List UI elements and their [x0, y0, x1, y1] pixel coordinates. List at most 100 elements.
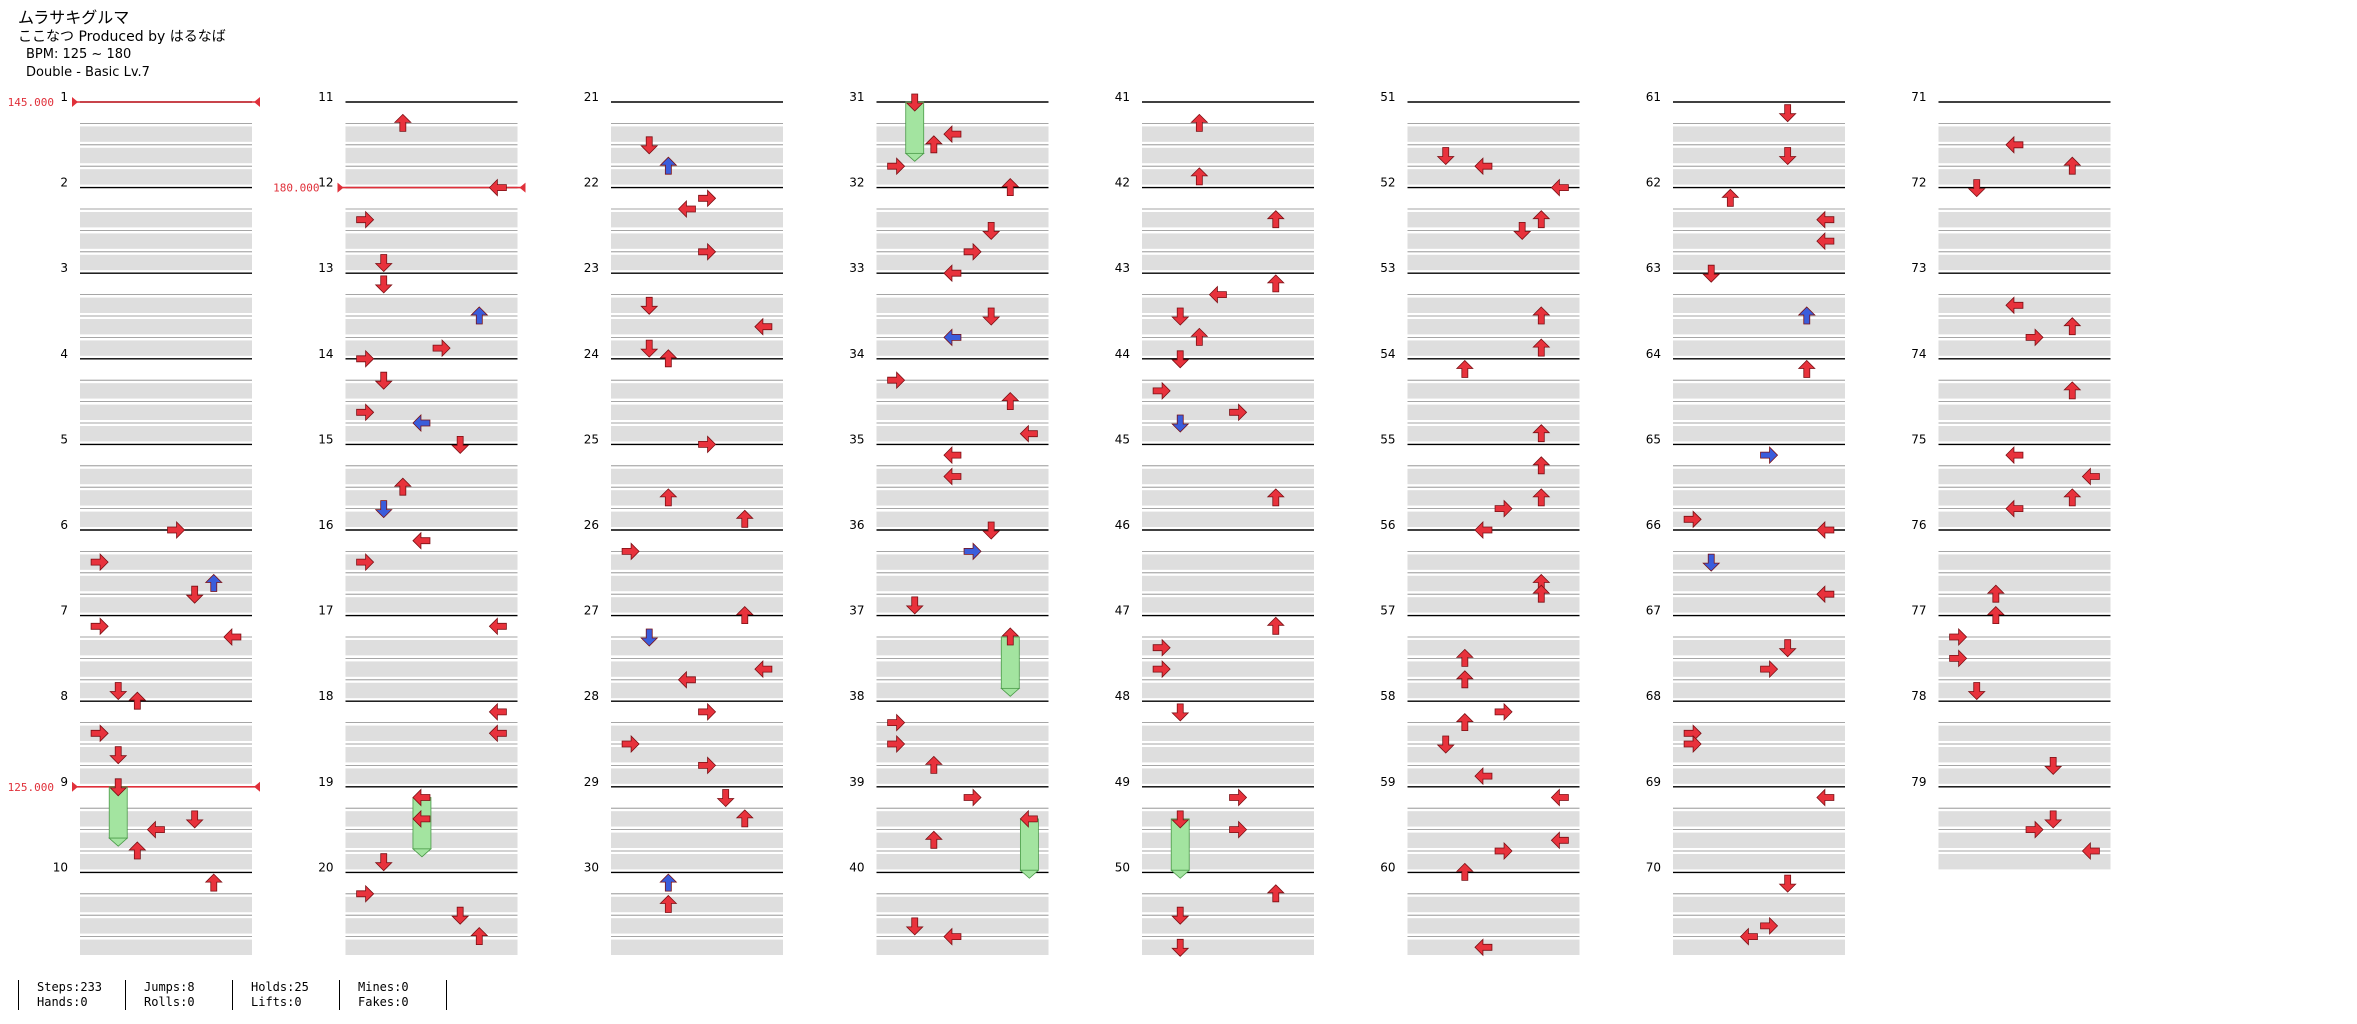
- beat-band: [1938, 426, 2111, 442]
- measure-3: 3: [60, 261, 252, 356]
- note-arrow: [1532, 488, 1551, 507]
- measure-76: 76: [1911, 518, 2111, 613]
- beat-band: [1142, 105, 1314, 121]
- holds-count: Holds:25: [251, 980, 309, 994]
- beat-band: [876, 682, 1049, 699]
- note-arrow: [488, 702, 507, 721]
- rolls-count: Rolls:0: [144, 995, 195, 1009]
- beat-band: [1673, 768, 1845, 784]
- measure-number: 52: [1380, 176, 1395, 190]
- beat-band: [80, 426, 252, 442]
- beat-band: [1673, 361, 1845, 378]
- measure-22: 22: [584, 176, 783, 271]
- beat-band: [611, 361, 783, 378]
- note-arrow: [1171, 938, 1190, 957]
- beat-band: [1938, 319, 2111, 335]
- beat-band: [80, 447, 252, 463]
- beat-band: [1673, 297, 1845, 313]
- beat-band: [80, 254, 252, 271]
- measure-number: 77: [1911, 604, 1926, 618]
- beat-band: [611, 896, 783, 913]
- beat-band: [1407, 875, 1580, 891]
- note-arrow: [1436, 735, 1455, 754]
- note-arrow: [1816, 521, 1835, 539]
- measure-number: 37: [849, 604, 864, 618]
- measure-number: 26: [584, 518, 599, 532]
- measure-number: 72: [1911, 176, 1926, 190]
- beat-band: [345, 297, 518, 313]
- beat-band: [1407, 147, 1580, 164]
- note-arrow: [488, 617, 507, 636]
- beat-band: [1673, 682, 1845, 699]
- note-arrow: [905, 596, 924, 615]
- beat-band: [1142, 682, 1314, 699]
- beat-band: [80, 789, 252, 806]
- stats-column-steps: Steps:233 Hands:0: [18, 980, 125, 1010]
- measure-54: 54: [1380, 347, 1580, 442]
- beat-band: [1407, 597, 1580, 613]
- note-arrow: [1967, 682, 1986, 701]
- measure-53: 53: [1380, 261, 1580, 356]
- difficulty-label: Double - Basic Lv.7: [26, 65, 150, 80]
- measure-number: 79: [1911, 775, 1926, 789]
- beat-band: [1938, 169, 2111, 185]
- measure-52: 52: [1380, 176, 1580, 271]
- beat-band: [80, 233, 252, 249]
- measure-30: 30: [584, 860, 783, 955]
- beat-band: [1407, 105, 1580, 121]
- note-arrow: [204, 873, 223, 892]
- note-arrow: [1474, 521, 1493, 539]
- note-arrow: [488, 178, 507, 197]
- measure-number: 18: [318, 689, 333, 703]
- beat-band: [1673, 575, 1845, 592]
- note-arrow: [356, 553, 375, 572]
- note-arrow: [1683, 735, 1702, 753]
- measure-number: 2: [60, 176, 68, 190]
- measure-16: 16: [318, 518, 518, 613]
- beat-band: [1673, 468, 1845, 485]
- beat-band: [876, 254, 1049, 271]
- note-arrow: [943, 264, 962, 283]
- note-arrow: [1455, 862, 1474, 881]
- note-arrow: [1986, 584, 2005, 603]
- beat-band: [1142, 511, 1314, 527]
- beat-band: [611, 490, 783, 506]
- measure-72: 72: [1911, 176, 2111, 271]
- song-credits: ここなつ Produced by はるなば: [18, 29, 226, 45]
- measure-4: 4: [60, 347, 252, 442]
- note-arrow: [1532, 338, 1551, 357]
- hold-tail: [108, 837, 129, 847]
- note-arrow: [356, 403, 375, 422]
- stats-column-holds: Holds:25 Lifts:0: [232, 980, 339, 1010]
- beat-band: [345, 811, 518, 827]
- beat-band: [345, 682, 518, 699]
- beat-band: [876, 468, 1049, 485]
- beat-band: [611, 468, 783, 485]
- note-arrow: [943, 467, 962, 486]
- beat-band: [1938, 747, 2111, 763]
- measure-number: 70: [1646, 860, 1661, 874]
- measure-number: 53: [1380, 261, 1395, 275]
- beat-band: [80, 811, 252, 827]
- beat-band: [1673, 939, 1845, 955]
- beat-band: [345, 939, 518, 955]
- beat-band: [1673, 490, 1845, 506]
- measure-number: 20: [318, 860, 333, 874]
- note-arrow: [451, 906, 470, 925]
- beat-band: [1673, 640, 1845, 656]
- measure-number: 66: [1646, 518, 1661, 532]
- measure-28: 28: [584, 689, 783, 784]
- beat-band: [611, 597, 783, 613]
- beat-band: [611, 875, 783, 891]
- stats-end-divider: [446, 980, 447, 1010]
- beat-band: [1142, 233, 1314, 249]
- measure-42: 42: [1115, 176, 1314, 271]
- beat-band: [80, 511, 252, 527]
- beat-band: [611, 640, 783, 656]
- measure-number: 63: [1646, 261, 1661, 275]
- beat-band: [1938, 854, 2111, 870]
- note-arrow: [659, 349, 678, 368]
- note-arrow: [393, 477, 412, 496]
- measure-56: 56: [1380, 518, 1580, 613]
- beat-band: [1142, 340, 1314, 356]
